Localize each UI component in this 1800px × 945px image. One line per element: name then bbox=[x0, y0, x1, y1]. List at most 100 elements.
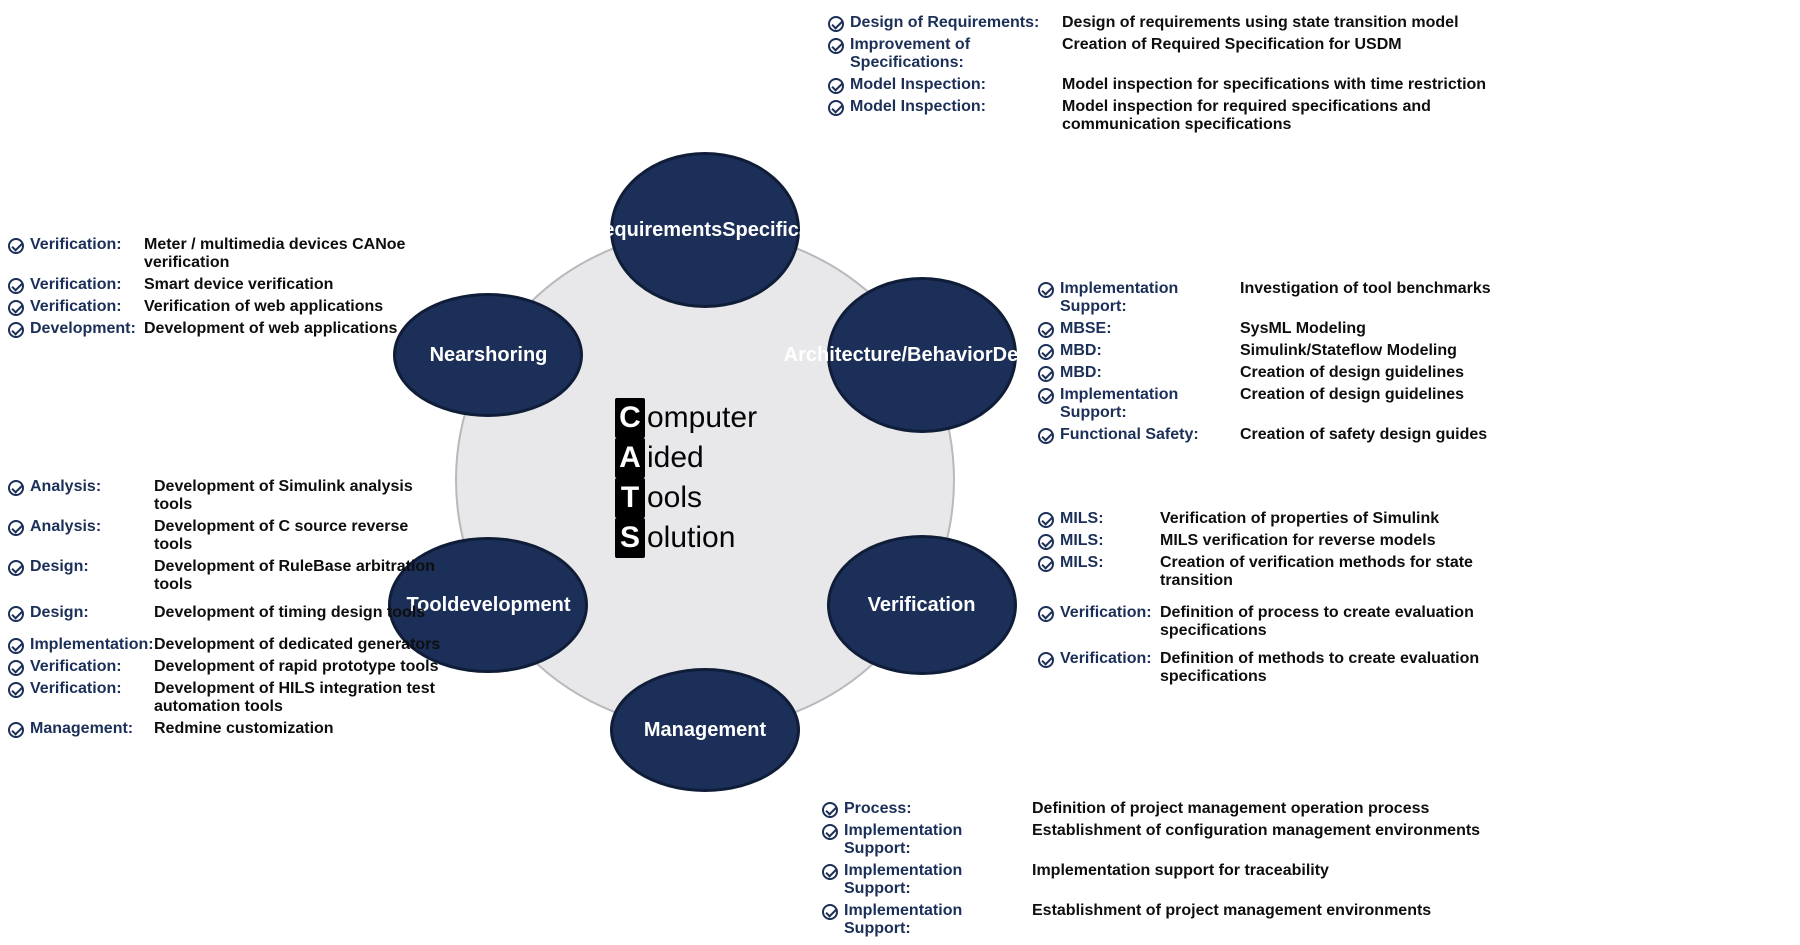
acronym-initial: T bbox=[615, 478, 645, 518]
acronym-rest: ools bbox=[647, 481, 702, 515]
bullet-desc: Implementation support for traceability bbox=[1032, 862, 1522, 880]
check-circle-icon bbox=[1038, 606, 1054, 622]
bullet-row: MBD:Creation of design guidelines bbox=[1038, 364, 1548, 382]
acronym-row: Computer bbox=[615, 398, 757, 438]
bullet-row: Verification:Development of rapid protot… bbox=[8, 658, 448, 676]
bullet-label: Implementation: bbox=[30, 636, 154, 654]
bullet-row: Design:Development of timing design tool… bbox=[8, 604, 448, 622]
bullet-row: MILS:Verification of properties of Simul… bbox=[1038, 510, 1518, 528]
bullet-label: Model Inspection: bbox=[850, 76, 1062, 94]
check-circle-icon bbox=[1038, 652, 1054, 668]
bullet-desc: Establishment of project management envi… bbox=[1032, 902, 1522, 920]
bullet-label: MILS: bbox=[1060, 532, 1160, 550]
bullet-label: Management: bbox=[30, 720, 154, 738]
bullet-desc: Creation of Required Specification for U… bbox=[1062, 36, 1548, 54]
bullet-label: Verification: bbox=[30, 680, 154, 698]
bullet-row: Implementation Support:Investigation of … bbox=[1038, 280, 1548, 316]
bullet-label: Verification: bbox=[30, 658, 154, 676]
bullet-label: Improvement of Specifications: bbox=[850, 36, 1062, 72]
bullet-row: Verification:Smart device verification bbox=[8, 276, 448, 294]
node-def-req: Definition ofRequirementsSpecificationDe… bbox=[610, 152, 800, 308]
check-circle-icon bbox=[8, 520, 24, 536]
bullet-row: Implementation Support:Creation of desig… bbox=[1038, 386, 1548, 422]
acronym-row: Aided bbox=[615, 438, 757, 478]
bullet-label: Verification: bbox=[1060, 604, 1160, 622]
bullet-label: Design: bbox=[30, 558, 154, 576]
check-circle-icon bbox=[1038, 388, 1054, 404]
bullet-desc: Meter / multimedia devices CANoe verific… bbox=[144, 236, 448, 272]
bullet-row: Verification:Definition of process to cr… bbox=[1038, 604, 1518, 640]
bullet-row: Management:Redmine customization bbox=[8, 720, 448, 738]
check-circle-icon bbox=[8, 300, 24, 316]
block-mgmt-block: Process:Definition of project management… bbox=[822, 800, 1522, 942]
bullet-row: Implementation Support:Establishment of … bbox=[822, 822, 1522, 858]
check-circle-icon bbox=[822, 802, 838, 818]
bullet-label: Implementation Support: bbox=[844, 862, 1032, 898]
check-circle-icon bbox=[1038, 366, 1054, 382]
acronym-rest: omputer bbox=[647, 401, 757, 435]
bullet-row: Verification:Definition of methods to cr… bbox=[1038, 650, 1518, 686]
bullet-label: MILS: bbox=[1060, 554, 1160, 572]
bullet-desc: Verification of web applications bbox=[144, 298, 448, 316]
acronym-initial: C bbox=[615, 398, 645, 438]
bullet-desc: Development of RuleBase arbitration tool… bbox=[154, 558, 448, 594]
check-circle-icon bbox=[1038, 428, 1054, 444]
bullet-label: Functional Safety: bbox=[1060, 426, 1240, 444]
check-circle-icon bbox=[828, 78, 844, 94]
check-circle-icon bbox=[828, 38, 844, 54]
bullet-row: Model Inspection:Model inspection for re… bbox=[828, 98, 1548, 134]
check-circle-icon bbox=[8, 722, 24, 738]
bullet-desc: Model inspection for required specificat… bbox=[1062, 98, 1548, 134]
check-circle-icon bbox=[8, 606, 24, 622]
bullet-desc: Simulink/Stateflow Modeling bbox=[1240, 342, 1548, 360]
bullet-label: MBD: bbox=[1060, 364, 1240, 382]
bullet-label: Verification: bbox=[30, 298, 144, 316]
bullet-label: Verification: bbox=[1060, 650, 1160, 668]
check-circle-icon bbox=[8, 278, 24, 294]
bullet-desc: Development of dedicated generators bbox=[154, 636, 448, 654]
check-circle-icon bbox=[8, 238, 24, 254]
bullet-desc: SysML Modeling bbox=[1240, 320, 1548, 338]
bullet-row: Implementation:Development of dedicated … bbox=[8, 636, 448, 654]
center-acronym: ComputerAidedToolsSolution bbox=[615, 398, 757, 558]
bullet-label: Verification: bbox=[30, 236, 144, 254]
bullet-row: MBD:Simulink/Stateflow Modeling bbox=[1038, 342, 1548, 360]
bullet-desc: Definition of methods to create evaluati… bbox=[1160, 650, 1518, 686]
bullet-desc: Definition of project management operati… bbox=[1032, 800, 1522, 818]
check-circle-icon bbox=[1038, 512, 1054, 528]
bullet-label: MBD: bbox=[1060, 342, 1240, 360]
node-arch: Architecture/BehaviorDesign bbox=[827, 277, 1017, 433]
bullet-row: Design:Development of RuleBase arbitrati… bbox=[8, 558, 448, 594]
bullet-desc: Development of C source reverse tools bbox=[154, 518, 448, 554]
bullet-desc: Smart device verification bbox=[144, 276, 448, 294]
bullet-row: Analysis:Development of Simulink analysi… bbox=[8, 478, 448, 514]
bullet-desc: Redmine customization bbox=[154, 720, 448, 738]
check-circle-icon bbox=[8, 682, 24, 698]
bullet-desc: Verification of properties of Simulink bbox=[1160, 510, 1518, 528]
bullet-row: Design of Requirements:Design of require… bbox=[828, 14, 1548, 32]
bullet-desc: Development of Simulink analysis tools bbox=[154, 478, 448, 514]
acronym-initial: S bbox=[615, 518, 645, 558]
bullet-row: Verification:Meter / multimedia devices … bbox=[8, 236, 448, 272]
bullet-desc: Design of requirements using state trans… bbox=[1062, 14, 1548, 32]
block-def-req-block: Design of Requirements:Design of require… bbox=[828, 14, 1548, 138]
bullet-desc: Model inspection for specifications with… bbox=[1062, 76, 1548, 94]
bullet-desc: Development of timing design tools bbox=[154, 604, 448, 622]
check-circle-icon bbox=[1038, 556, 1054, 572]
bullet-row: MILS:MILS verification for reverse model… bbox=[1038, 532, 1518, 550]
bullet-row: Improvement of Specifications:Creation o… bbox=[828, 36, 1548, 72]
block-near-block: Verification:Meter / multimedia devices … bbox=[8, 236, 448, 342]
bullet-desc: Development of rapid prototype tools bbox=[154, 658, 448, 676]
acronym-row: Tools bbox=[615, 478, 757, 518]
bullet-row: Verification:Development of HILS integra… bbox=[8, 680, 448, 716]
bullet-desc: Creation of design guidelines bbox=[1240, 386, 1548, 404]
node-management: Management bbox=[610, 668, 800, 792]
bullet-label: Implementation Support: bbox=[1060, 386, 1240, 422]
bullet-row: Model Inspection:Model inspection for sp… bbox=[828, 76, 1548, 94]
bullet-label: Process: bbox=[844, 800, 1032, 818]
check-circle-icon bbox=[8, 480, 24, 496]
check-circle-icon bbox=[822, 824, 838, 840]
bullet-label: Design: bbox=[30, 604, 154, 622]
check-circle-icon bbox=[8, 560, 24, 576]
bullet-desc: Definition of process to create evaluati… bbox=[1160, 604, 1518, 640]
